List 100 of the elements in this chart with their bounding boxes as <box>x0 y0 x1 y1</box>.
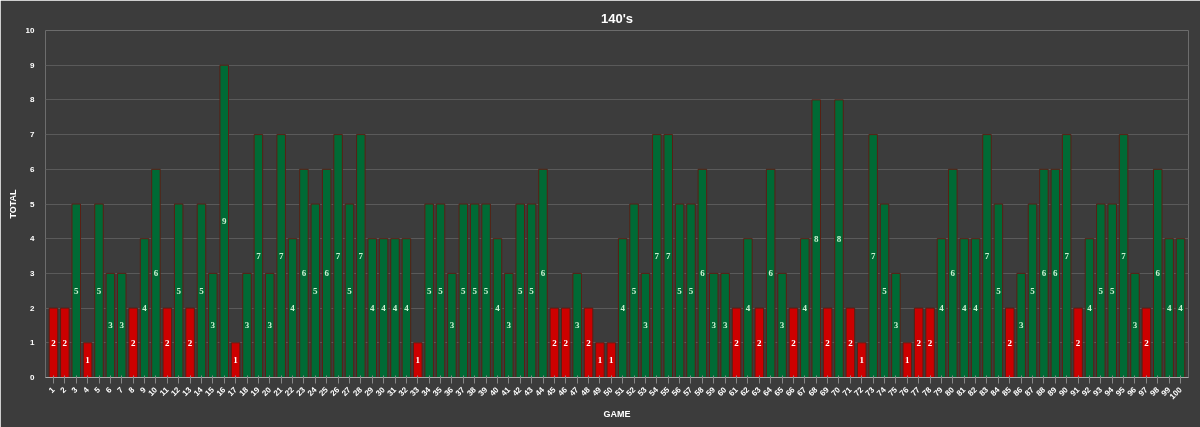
chart-title: 140's <box>600 10 634 26</box>
y-tick-label: 10 <box>25 26 36 35</box>
data-label: 4 <box>290 303 296 314</box>
bar <box>731 307 742 378</box>
x-tick-label: 40 <box>487 384 502 398</box>
x-tick-label: 55 <box>658 384 672 398</box>
x-tick-label: 58 <box>692 384 706 398</box>
x-tick-label: 69 <box>818 384 832 398</box>
x-tick-label: 91 <box>1068 384 1082 398</box>
data-label: 5 <box>1109 285 1115 296</box>
data-label: 6 <box>1053 268 1059 279</box>
data-label: 5 <box>313 285 319 296</box>
x-tick-label: 80 <box>943 384 957 398</box>
bar <box>640 272 651 378</box>
x-tick-label: 45 <box>544 384 558 398</box>
x-axis-title: GAME <box>603 409 631 420</box>
x-tick-label: 13 <box>180 384 194 398</box>
x-tick-label: 2 <box>58 384 69 395</box>
bar <box>936 238 947 378</box>
x-tick-label: 18 <box>237 384 251 398</box>
data-label: 4 <box>802 303 808 314</box>
x-tick-label: 67 <box>795 384 809 398</box>
y-tick-label: 0 <box>30 373 36 382</box>
data-label: 4 <box>961 303 967 314</box>
x-tick-label: 89 <box>1045 384 1059 398</box>
x-tick-label: 70 <box>829 384 843 398</box>
x-tick-label: 82 <box>966 384 980 398</box>
data-label: 4 <box>1087 303 1093 314</box>
x-tick-label: 47 <box>567 384 581 398</box>
y-tick-label: 3 <box>30 268 36 278</box>
data-label: 7 <box>870 251 876 262</box>
y-tick-label: 9 <box>30 60 36 70</box>
x-tick-label: 6 <box>104 384 114 395</box>
x-tick-label: 86 <box>1011 384 1025 398</box>
data-label: 3 <box>574 320 580 331</box>
data-label: 1 <box>233 355 239 366</box>
bar <box>196 203 207 378</box>
data-label: 5 <box>96 285 102 296</box>
data-label: 5 <box>1030 285 1036 296</box>
x-tick-label: 11 <box>158 384 171 398</box>
bar <box>1084 238 1095 378</box>
x-tick-label: 32 <box>396 384 410 398</box>
bar <box>583 307 594 378</box>
x-tick-label: 35 <box>431 384 445 398</box>
x-tick-label: 42 <box>510 384 524 398</box>
y-tick-label: 2 <box>30 303 36 313</box>
data-label: 2 <box>552 337 558 348</box>
data-label: 2 <box>927 337 933 348</box>
x-tick-label: 46 <box>556 384 570 398</box>
x-tick-label: 23 <box>294 384 308 398</box>
y-tick-label: 4 <box>30 234 36 244</box>
x-tick-label: 66 <box>783 384 798 398</box>
data-label: 6 <box>540 268 546 279</box>
bar <box>788 307 799 378</box>
x-tick-label: 7 <box>115 384 126 395</box>
x-tick-label: 84 <box>988 384 1002 398</box>
data-label: 3 <box>506 320 512 331</box>
x-tick-label: 44 <box>533 384 547 398</box>
x-tick-label: 78 <box>920 384 934 398</box>
data-label: 8 <box>813 233 819 244</box>
x-tick-label: 73 <box>863 384 877 398</box>
data-label: 4 <box>392 303 398 314</box>
data-label: 5 <box>438 285 444 296</box>
x-tick-label: 4 <box>81 384 92 395</box>
data-label: 1 <box>415 355 421 366</box>
data-label: 2 <box>1007 337 1013 348</box>
bar <box>879 203 890 378</box>
x-tick-label: 68 <box>806 384 820 398</box>
x-tick-label: 52 <box>624 384 638 398</box>
data-label: 5 <box>529 285 535 296</box>
x-tick-label: 74 <box>875 384 889 398</box>
data-label: 3 <box>722 320 728 331</box>
data-label: 3 <box>119 320 125 331</box>
x-tick-label: 27 <box>339 384 354 398</box>
x-tick-label: 76 <box>897 384 911 398</box>
data-label: 2 <box>130 337 136 348</box>
x-tick-label: 51 <box>613 384 627 398</box>
data-label: 5 <box>688 285 694 296</box>
bar <box>435 203 446 378</box>
data-label: 7 <box>256 251 262 262</box>
x-tick-label: 39 <box>476 384 490 398</box>
x-tick-label: 79 <box>931 384 946 398</box>
data-label: 3 <box>711 320 717 331</box>
data-label: 7 <box>1121 251 1127 262</box>
x-tick-label: 97 <box>1136 384 1150 398</box>
x-tick-label: 8 <box>126 384 137 395</box>
x-tick-label: 43 <box>522 384 536 398</box>
data-label: 2 <box>757 337 763 348</box>
data-label: 4 <box>745 303 751 314</box>
x-tick-label: 38 <box>465 384 479 398</box>
x-tick-label: 90 <box>1057 384 1071 398</box>
x-tick-label: 30 <box>374 384 388 398</box>
data-label: 4 <box>973 303 979 314</box>
data-label: 3 <box>244 320 250 331</box>
data-label: 3 <box>210 320 216 331</box>
x-tick-label: 50 <box>601 384 615 398</box>
data-label: 5 <box>347 285 353 296</box>
data-label: 2 <box>734 337 740 348</box>
y-tick-label: 5 <box>30 199 36 209</box>
data-label: 5 <box>1098 285 1104 296</box>
